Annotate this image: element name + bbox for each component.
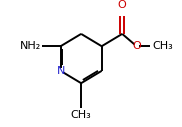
Text: O: O bbox=[118, 0, 127, 10]
Text: CH₃: CH₃ bbox=[71, 110, 92, 120]
Text: CH₃: CH₃ bbox=[152, 41, 173, 51]
Text: NH₂: NH₂ bbox=[20, 41, 41, 51]
Text: O: O bbox=[132, 41, 141, 51]
Text: N: N bbox=[56, 66, 65, 76]
